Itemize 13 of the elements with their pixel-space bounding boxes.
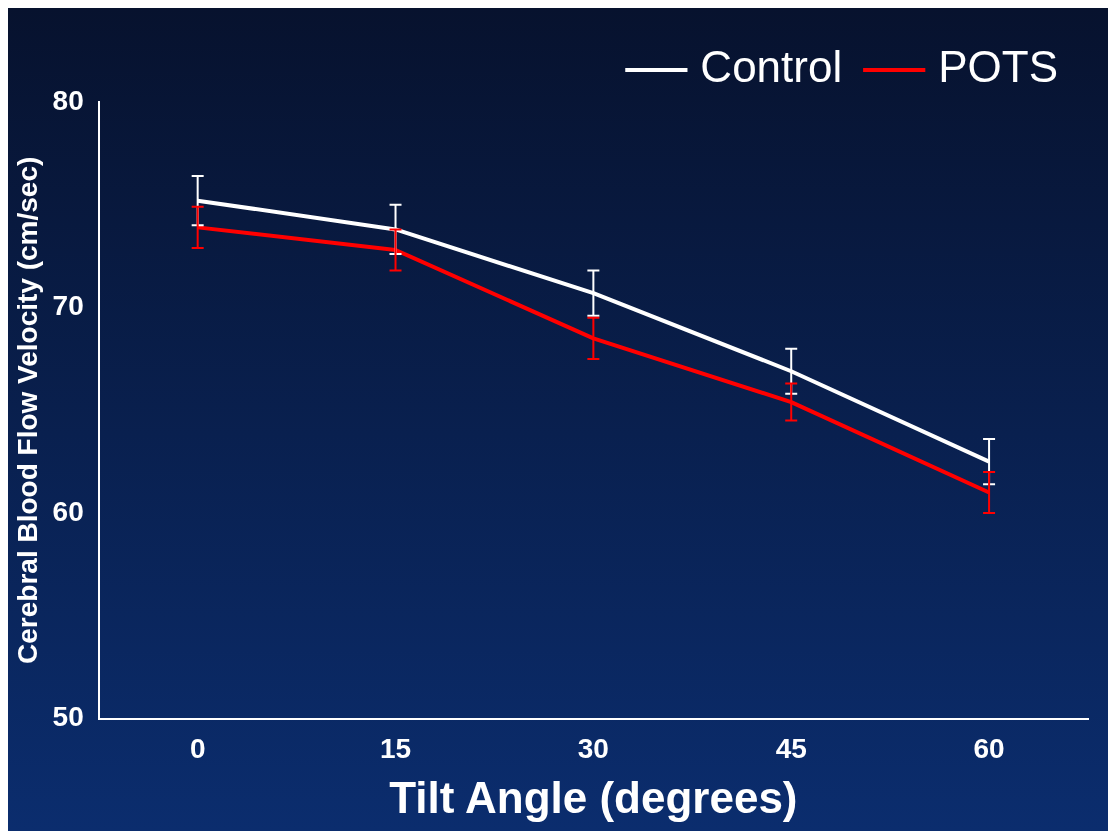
x-tick-label: 45 — [775, 733, 807, 765]
y-axis-title: Cerebral Blood Flow Velocity (cm/sec) — [11, 156, 43, 664]
x-tick-label: 30 — [577, 733, 609, 765]
y-tick-label: 70 — [52, 290, 84, 322]
legend-label: POTS — [938, 42, 1058, 92]
legend-label: Control — [700, 42, 843, 92]
y-tick-label: 80 — [52, 84, 84, 116]
x-tick-label: 60 — [973, 733, 1005, 765]
y-tick-label: 60 — [52, 495, 84, 527]
x-tick-label: 0 — [189, 733, 206, 765]
x-axis-title: Tilt Angle (degrees) — [389, 772, 798, 822]
y-tick-label: 50 — [52, 701, 84, 733]
x-tick-label: 15 — [379, 733, 412, 765]
